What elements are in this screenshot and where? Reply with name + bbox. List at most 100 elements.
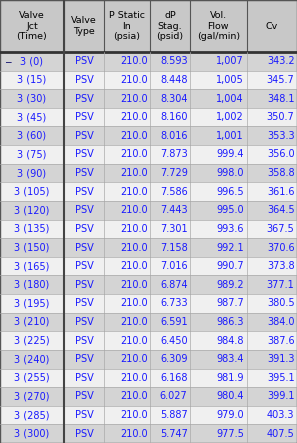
Bar xyxy=(0,257,297,276)
Text: 7.016: 7.016 xyxy=(160,261,188,271)
Bar xyxy=(0,70,297,89)
Bar xyxy=(0,164,297,183)
Text: 990.7: 990.7 xyxy=(217,261,244,271)
Text: PSV: PSV xyxy=(75,336,93,346)
Text: 210.0: 210.0 xyxy=(120,112,148,122)
Text: 7.301: 7.301 xyxy=(160,224,188,234)
Bar xyxy=(0,183,297,201)
Text: 387.6: 387.6 xyxy=(267,336,295,346)
Text: 210.0: 210.0 xyxy=(120,317,148,327)
Text: 996.5: 996.5 xyxy=(217,187,244,197)
Text: 210.0: 210.0 xyxy=(120,205,148,215)
Text: 3 (45): 3 (45) xyxy=(17,112,47,122)
Text: 981.9: 981.9 xyxy=(217,373,244,383)
Text: 343.2: 343.2 xyxy=(267,56,295,66)
Text: 6.027: 6.027 xyxy=(160,392,188,401)
Text: 992.1: 992.1 xyxy=(217,242,244,253)
Text: 210.0: 210.0 xyxy=(120,56,148,66)
Text: 399.1: 399.1 xyxy=(267,392,295,401)
Text: 6.168: 6.168 xyxy=(160,373,188,383)
Text: 986.3: 986.3 xyxy=(217,317,244,327)
Bar xyxy=(0,145,297,164)
Text: 210.0: 210.0 xyxy=(120,410,148,420)
Bar xyxy=(0,89,297,108)
Text: 3 (285): 3 (285) xyxy=(14,410,50,420)
Bar xyxy=(150,0,190,52)
Text: 210.0: 210.0 xyxy=(120,298,148,308)
Text: 3 (150): 3 (150) xyxy=(14,242,50,253)
Text: 3 (240): 3 (240) xyxy=(14,354,50,364)
Bar xyxy=(0,0,64,52)
Text: 3 (195): 3 (195) xyxy=(14,298,50,308)
Text: 7.729: 7.729 xyxy=(160,168,188,178)
Text: 6.450: 6.450 xyxy=(160,336,188,346)
Bar xyxy=(0,238,297,257)
Text: 210.0: 210.0 xyxy=(120,261,148,271)
Text: 210.0: 210.0 xyxy=(120,168,148,178)
Text: PSV: PSV xyxy=(75,112,93,122)
Text: 358.8: 358.8 xyxy=(267,168,295,178)
Text: 1,002: 1,002 xyxy=(216,112,244,122)
Text: 210.0: 210.0 xyxy=(120,373,148,383)
Text: 380.5: 380.5 xyxy=(267,298,295,308)
Bar xyxy=(0,276,297,294)
Text: PSV: PSV xyxy=(75,261,93,271)
Text: 1,005: 1,005 xyxy=(216,75,244,85)
Bar xyxy=(0,313,297,331)
Text: 979.0: 979.0 xyxy=(217,410,244,420)
Text: 210.0: 210.0 xyxy=(120,280,148,290)
Text: PSV: PSV xyxy=(75,168,93,178)
Text: PSV: PSV xyxy=(75,280,93,290)
Text: 210.0: 210.0 xyxy=(120,336,148,346)
Text: 3 (300): 3 (300) xyxy=(14,429,50,439)
Text: PSV: PSV xyxy=(75,410,93,420)
Text: 353.3: 353.3 xyxy=(267,131,295,141)
Text: PSV: PSV xyxy=(75,224,93,234)
Text: PSV: PSV xyxy=(75,205,93,215)
Text: 407.5: 407.5 xyxy=(267,429,295,439)
Text: PSV: PSV xyxy=(75,149,93,159)
Text: 403.3: 403.3 xyxy=(267,410,295,420)
Text: 210.0: 210.0 xyxy=(120,354,148,364)
Bar xyxy=(0,406,297,424)
Text: 3 (225): 3 (225) xyxy=(14,336,50,346)
Text: PSV: PSV xyxy=(75,298,93,308)
Text: 987.7: 987.7 xyxy=(216,298,244,308)
Text: 345.7: 345.7 xyxy=(267,75,295,85)
Text: 3 (180): 3 (180) xyxy=(14,280,50,290)
Text: Valve
Jct
(Time): Valve Jct (Time) xyxy=(17,11,47,41)
Text: 984.8: 984.8 xyxy=(217,336,244,346)
Text: 1,001: 1,001 xyxy=(217,131,244,141)
Text: 3 (165): 3 (165) xyxy=(14,261,50,271)
Text: PSV: PSV xyxy=(75,56,93,66)
Bar xyxy=(64,0,104,52)
Text: 3 (75): 3 (75) xyxy=(17,149,47,159)
Bar xyxy=(0,331,297,350)
Text: 983.4: 983.4 xyxy=(217,354,244,364)
Text: PSV: PSV xyxy=(75,242,93,253)
Text: 980.4: 980.4 xyxy=(217,392,244,401)
Text: Cv: Cv xyxy=(266,22,278,31)
Text: 8.160: 8.160 xyxy=(160,112,188,122)
Text: 7.873: 7.873 xyxy=(160,149,188,159)
Text: 3 (0): 3 (0) xyxy=(20,56,43,66)
Text: 8.304: 8.304 xyxy=(160,93,188,104)
Text: 210.0: 210.0 xyxy=(120,392,148,401)
Text: 384.0: 384.0 xyxy=(267,317,295,327)
Text: 1,004: 1,004 xyxy=(217,93,244,104)
Text: PSV: PSV xyxy=(75,187,93,197)
Text: 210.0: 210.0 xyxy=(120,93,148,104)
Text: 210.0: 210.0 xyxy=(120,131,148,141)
Text: PSV: PSV xyxy=(75,373,93,383)
Text: 8.593: 8.593 xyxy=(160,56,188,66)
Text: 356.0: 356.0 xyxy=(267,149,295,159)
Text: −: − xyxy=(4,57,12,66)
Text: 210.0: 210.0 xyxy=(120,75,148,85)
Text: 3 (255): 3 (255) xyxy=(14,373,50,383)
Text: 348.1: 348.1 xyxy=(267,93,295,104)
Text: 3 (105): 3 (105) xyxy=(14,187,50,197)
Bar xyxy=(190,0,247,52)
Text: PSV: PSV xyxy=(75,131,93,141)
Text: 367.5: 367.5 xyxy=(267,224,295,234)
Bar xyxy=(0,350,297,369)
